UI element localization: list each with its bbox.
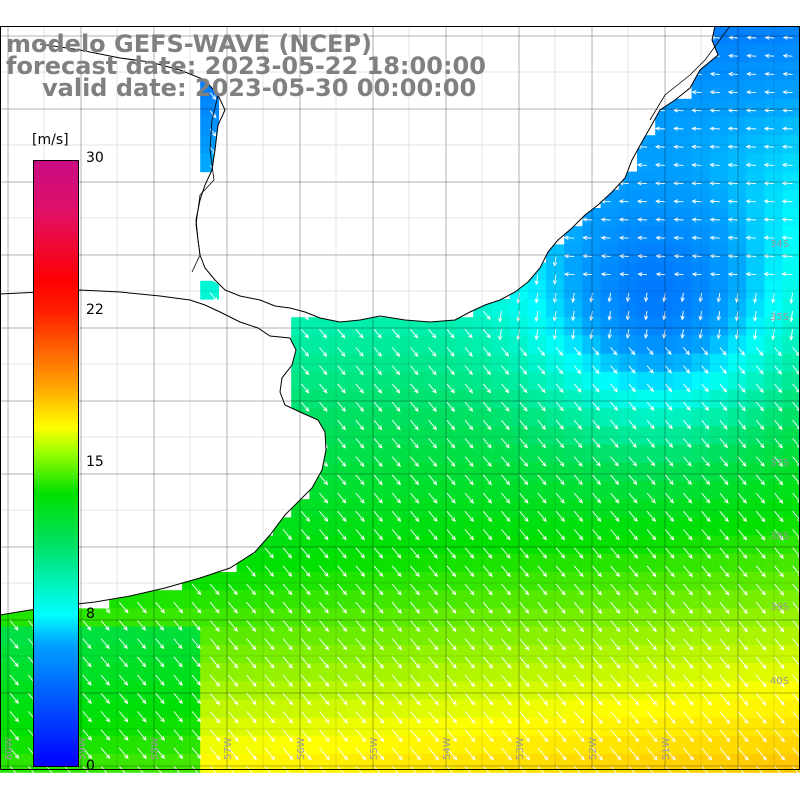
colorbar-tick-30: 30	[86, 150, 104, 166]
lon-label: 56W	[296, 737, 307, 760]
lon-label: 57W	[223, 737, 234, 760]
title-valid-date: valid date: 2023-05-30 00:00:00	[42, 74, 477, 102]
colorbar-tick-0: 0	[86, 758, 95, 774]
lat-label: 34S	[770, 239, 789, 250]
title-forecast-date: forecast date: 2023-05-22 18:00:00	[6, 52, 486, 80]
title-model: modelo GEFS-WAVE (NCEP)	[6, 30, 372, 58]
lon-label: 54W	[442, 737, 453, 760]
lon-label: 60W	[4, 737, 15, 760]
colorbar-tick-15: 15	[86, 454, 104, 470]
lat-label: 35S	[770, 312, 789, 323]
lat-label: 38S	[770, 531, 789, 542]
lat-label: 39S	[770, 602, 789, 613]
colorbar-unit: [m/s]	[32, 132, 69, 148]
lon-label: 55W	[369, 737, 380, 760]
lon-label: 59W	[77, 737, 88, 760]
land-area	[0, 26, 718, 770]
lon-label: 53W	[515, 737, 526, 760]
wind-vectors	[9, 35, 800, 780]
colorbar-tick-22: 22	[86, 302, 104, 318]
lat-label: 40S	[770, 676, 789, 687]
lat-label: 37S	[770, 458, 789, 469]
lon-label: 58W	[150, 737, 161, 760]
colorbar	[33, 160, 79, 767]
grid-labels: 34S 35S 37S 38S 39S 40S 60W 59W 58W 57W 56W 55W 54W 5…	[4, 239, 789, 760]
lon-label: 51W	[661, 737, 672, 760]
lat-lon-grid	[0, 26, 800, 770]
wind-speed-field	[0, 26, 800, 773]
colorbar-tick-8: 8	[86, 606, 95, 622]
lon-label: 52W	[588, 737, 599, 760]
